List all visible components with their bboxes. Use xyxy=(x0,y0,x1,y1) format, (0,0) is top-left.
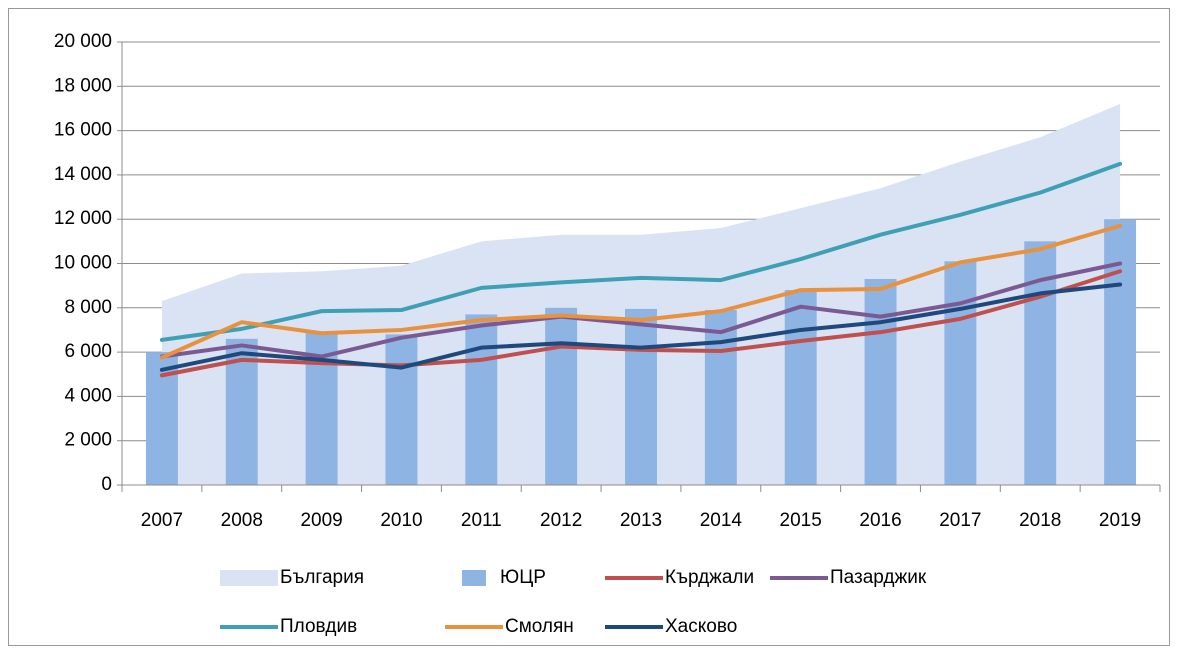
bar xyxy=(465,314,498,485)
bar xyxy=(625,308,657,485)
x-tick-label: 2015 xyxy=(780,510,822,531)
y-tick-label: 0 xyxy=(101,474,112,495)
line xyxy=(159,261,1123,359)
legend-label: ЮЦР xyxy=(500,567,546,588)
y-tick-label: 18 000 xyxy=(54,75,112,96)
line xyxy=(159,223,1123,360)
x-tick-label: 2018 xyxy=(1019,510,1061,531)
x-tick-label: 2011 xyxy=(461,510,502,531)
y-tick-label: 14 000 xyxy=(54,164,112,185)
line xyxy=(159,269,1123,378)
bar xyxy=(545,307,578,485)
legend-label: Хасково xyxy=(665,616,737,637)
y-tick-label: 4 000 xyxy=(64,385,112,406)
x-tick-label: 2009 xyxy=(300,510,342,531)
x-tick-label: 2010 xyxy=(380,510,422,531)
x-tick-label: 2019 xyxy=(1099,510,1141,531)
x-tick-label: 2012 xyxy=(540,510,582,531)
line xyxy=(159,282,1123,372)
x-tick-label: 2017 xyxy=(939,510,981,531)
legend-label: България xyxy=(280,567,364,588)
bar xyxy=(385,334,418,485)
x-tick-label: 2007 xyxy=(141,510,183,531)
legend-label: Пазарджик xyxy=(830,567,927,588)
y-tick-label: 2 000 xyxy=(64,430,112,451)
bar xyxy=(944,261,977,485)
x-tick-label: 2013 xyxy=(620,510,662,531)
legend-swatch xyxy=(462,570,486,586)
legend-label: Кърджали xyxy=(665,567,754,588)
line xyxy=(159,161,1123,342)
legend-swatch xyxy=(220,570,278,586)
y-tick-label: 8 000 xyxy=(64,297,112,318)
bar xyxy=(864,279,897,485)
y-tick-label: 16 000 xyxy=(54,120,112,141)
y-tick-label: 12 000 xyxy=(54,208,112,229)
legend-label: Пловдив xyxy=(280,616,357,637)
x-tick-label: 2008 xyxy=(221,510,263,531)
y-tick-label: 6 000 xyxy=(64,341,112,362)
x-tick-label: 2016 xyxy=(859,510,901,531)
legend-label: Смолян xyxy=(505,616,574,637)
x-tick-label: 2014 xyxy=(700,510,743,531)
bar xyxy=(1104,219,1137,485)
y-tick-label: 20 000 xyxy=(54,31,112,52)
y-tick-label: 10 000 xyxy=(54,253,112,274)
bar xyxy=(704,310,737,485)
bar xyxy=(784,290,817,485)
